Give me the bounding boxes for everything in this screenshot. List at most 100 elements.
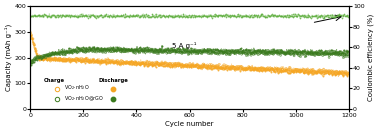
Point bbox=[318, 53, 324, 55]
Point bbox=[336, 72, 342, 74]
Point bbox=[331, 16, 337, 18]
Point bbox=[215, 66, 221, 68]
Point bbox=[63, 59, 69, 61]
Point bbox=[143, 63, 149, 65]
Point bbox=[267, 15, 273, 17]
Point bbox=[147, 51, 153, 53]
Point bbox=[159, 15, 165, 17]
Point bbox=[252, 67, 258, 69]
Point bbox=[341, 72, 347, 74]
Point bbox=[336, 13, 342, 15]
Point bbox=[263, 51, 269, 53]
Point bbox=[120, 60, 126, 62]
Point bbox=[251, 51, 257, 53]
Point bbox=[180, 65, 186, 67]
Point bbox=[102, 61, 108, 63]
Point bbox=[271, 14, 277, 17]
Point bbox=[207, 67, 213, 69]
Point bbox=[35, 56, 41, 58]
Point bbox=[282, 53, 288, 55]
Point bbox=[277, 68, 284, 70]
Point bbox=[43, 14, 49, 16]
Point bbox=[301, 50, 307, 52]
Point bbox=[91, 59, 97, 61]
Point bbox=[162, 61, 168, 63]
Point bbox=[159, 61, 165, 63]
Point bbox=[316, 15, 322, 18]
Point bbox=[100, 48, 106, 50]
Point bbox=[275, 53, 281, 55]
Point bbox=[328, 49, 334, 51]
Point bbox=[256, 16, 262, 18]
Point bbox=[79, 50, 85, 52]
Point bbox=[53, 53, 59, 55]
Point bbox=[124, 49, 130, 51]
Point bbox=[48, 58, 54, 60]
Point bbox=[322, 71, 328, 73]
Point bbox=[144, 46, 150, 48]
Point bbox=[191, 65, 197, 67]
Point bbox=[247, 15, 253, 18]
Point bbox=[40, 57, 46, 59]
Point bbox=[236, 15, 242, 17]
Point bbox=[248, 14, 254, 16]
Point bbox=[90, 46, 96, 48]
Point bbox=[162, 65, 168, 67]
Point bbox=[271, 71, 277, 73]
Point bbox=[313, 70, 319, 73]
Point bbox=[181, 65, 187, 67]
Point bbox=[344, 75, 350, 77]
Point bbox=[221, 52, 227, 54]
Point bbox=[217, 14, 223, 16]
Point bbox=[138, 62, 144, 65]
Point bbox=[306, 53, 312, 55]
Point bbox=[211, 51, 217, 53]
Point bbox=[187, 15, 194, 17]
Point bbox=[194, 51, 200, 53]
Point bbox=[185, 50, 191, 52]
Point bbox=[287, 67, 293, 69]
Point bbox=[94, 59, 101, 61]
Point bbox=[53, 52, 59, 54]
Point bbox=[302, 69, 308, 71]
Point bbox=[177, 15, 183, 17]
Point bbox=[178, 64, 184, 66]
Point bbox=[67, 51, 73, 53]
Point bbox=[267, 67, 273, 69]
Point bbox=[292, 69, 298, 71]
Point bbox=[233, 67, 239, 69]
Point bbox=[189, 14, 195, 16]
Point bbox=[213, 52, 219, 54]
Point bbox=[113, 15, 119, 17]
Point bbox=[272, 51, 278, 53]
Point bbox=[344, 15, 350, 17]
Point bbox=[170, 49, 176, 51]
Point bbox=[29, 37, 35, 40]
Point bbox=[308, 15, 314, 17]
Point bbox=[291, 55, 297, 57]
Point bbox=[275, 68, 281, 70]
Text: $\mathregular{VO_2{\cdot}nH_2O@rGO}$: $\mathregular{VO_2{\cdot}nH_2O@rGO}$ bbox=[64, 94, 104, 103]
Point bbox=[307, 70, 313, 72]
Point bbox=[118, 64, 124, 66]
Point bbox=[310, 73, 316, 75]
Point bbox=[284, 71, 290, 73]
Point bbox=[230, 51, 236, 53]
Point bbox=[110, 47, 116, 50]
Point bbox=[318, 70, 324, 72]
Point bbox=[222, 66, 228, 68]
Point bbox=[158, 48, 164, 50]
Point bbox=[43, 54, 49, 56]
Point bbox=[274, 67, 280, 69]
Point bbox=[294, 69, 300, 71]
Point bbox=[308, 69, 314, 71]
Point bbox=[130, 49, 136, 51]
Point bbox=[331, 53, 337, 55]
Point bbox=[345, 55, 351, 58]
Point bbox=[205, 50, 211, 52]
Point bbox=[190, 50, 196, 53]
Point bbox=[138, 48, 144, 50]
Point bbox=[324, 51, 330, 53]
Point bbox=[223, 49, 229, 51]
Point bbox=[189, 50, 195, 52]
